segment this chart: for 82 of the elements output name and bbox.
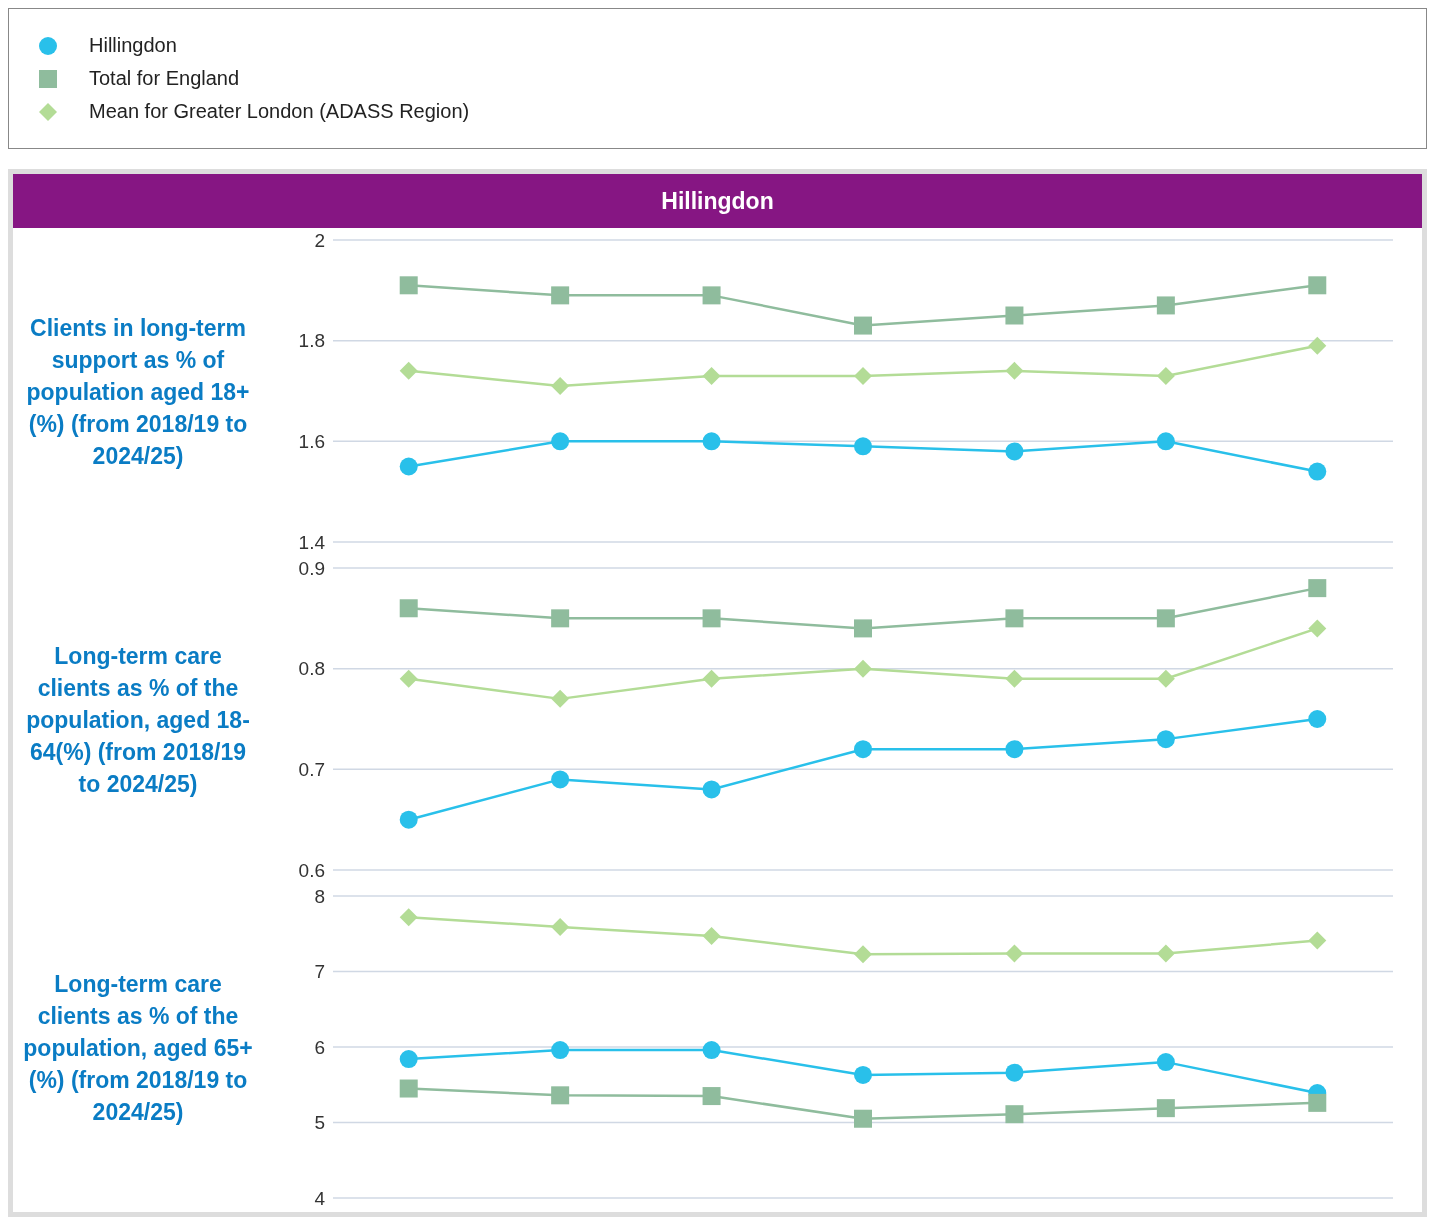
point [399, 908, 418, 927]
point [702, 432, 721, 451]
point [1005, 1063, 1024, 1082]
y-tick-label: 0.9 [298, 557, 325, 579]
legend-label: Total for England [89, 67, 240, 90]
point [854, 740, 872, 759]
point [1005, 740, 1024, 759]
point [1308, 1093, 1327, 1112]
point [1156, 1099, 1175, 1118]
y-tick-label: 0.6 [298, 859, 325, 881]
point [854, 619, 872, 638]
point [551, 770, 570, 789]
y-tick-label: 0.7 [298, 759, 325, 781]
point [551, 1041, 570, 1060]
legend-label: Hillingdon [89, 34, 177, 57]
y-tick-label: 1.6 [298, 431, 325, 453]
point [854, 945, 872, 964]
y-axis-title: Long-term care clients as % of the population, aged 18-64(%) (from 2018/19 to 2024/25) [25, 642, 251, 799]
point [1308, 336, 1327, 355]
point [854, 316, 872, 335]
point [551, 376, 570, 395]
y-tick-label: 0.8 [298, 658, 325, 680]
point [854, 366, 872, 385]
y-tick-label: 8 [314, 885, 325, 907]
point [702, 1087, 721, 1106]
point [551, 917, 570, 936]
y-tick-label: 7 [314, 961, 325, 983]
legend-label: Mean for Greater London (ADASS Region) [89, 100, 470, 123]
point [1156, 730, 1175, 749]
point [702, 780, 721, 799]
point [854, 437, 872, 456]
point [1156, 609, 1175, 628]
point [1308, 276, 1327, 295]
point [702, 609, 721, 628]
point [1156, 669, 1175, 688]
point [399, 669, 418, 688]
point [702, 927, 721, 946]
point [1156, 1053, 1175, 1072]
point [1156, 366, 1175, 385]
point [702, 669, 721, 688]
point [1308, 619, 1327, 638]
point [551, 286, 570, 305]
chart-title: Hillingdon [13, 174, 1422, 228]
point [399, 810, 418, 829]
point [854, 659, 872, 678]
y-tick-label: 1.4 [298, 531, 326, 553]
y-tick-label: 6 [314, 1036, 325, 1058]
point [702, 1041, 721, 1060]
point [1005, 1105, 1024, 1124]
point [1005, 669, 1024, 688]
point [854, 1065, 872, 1084]
point [399, 457, 418, 476]
point [702, 366, 721, 385]
point [1308, 931, 1327, 950]
point [551, 1086, 570, 1105]
point [551, 432, 570, 451]
point [1005, 361, 1024, 380]
point [399, 361, 418, 380]
point [1156, 944, 1175, 963]
point [1005, 944, 1024, 963]
y-tick-label: 1.8 [298, 330, 325, 352]
point [399, 1050, 418, 1069]
point [399, 599, 418, 618]
point [1005, 306, 1024, 325]
point [1308, 462, 1327, 481]
y-axis-title: Long-term care clients as % of the population, aged 65+(%) (from 2018/19 to 2024/25) [22, 970, 254, 1127]
point [1156, 432, 1175, 451]
point [399, 1079, 418, 1098]
point [399, 276, 418, 295]
point [551, 689, 570, 708]
point [702, 286, 721, 305]
y-tick-label: 5 [314, 1112, 325, 1134]
point [1005, 609, 1024, 628]
point [551, 609, 570, 628]
point [1005, 442, 1024, 461]
point [854, 1109, 872, 1128]
y-axis-title: Clients in long-term support as % of population aged 18+(%) (from 2018/19 to 2024/25) [25, 314, 251, 471]
point [1308, 710, 1327, 728]
y-tick-label: 2 [314, 229, 325, 251]
point [1308, 579, 1327, 598]
point [1156, 296, 1175, 315]
y-tick-label: 4 [314, 1187, 326, 1209]
